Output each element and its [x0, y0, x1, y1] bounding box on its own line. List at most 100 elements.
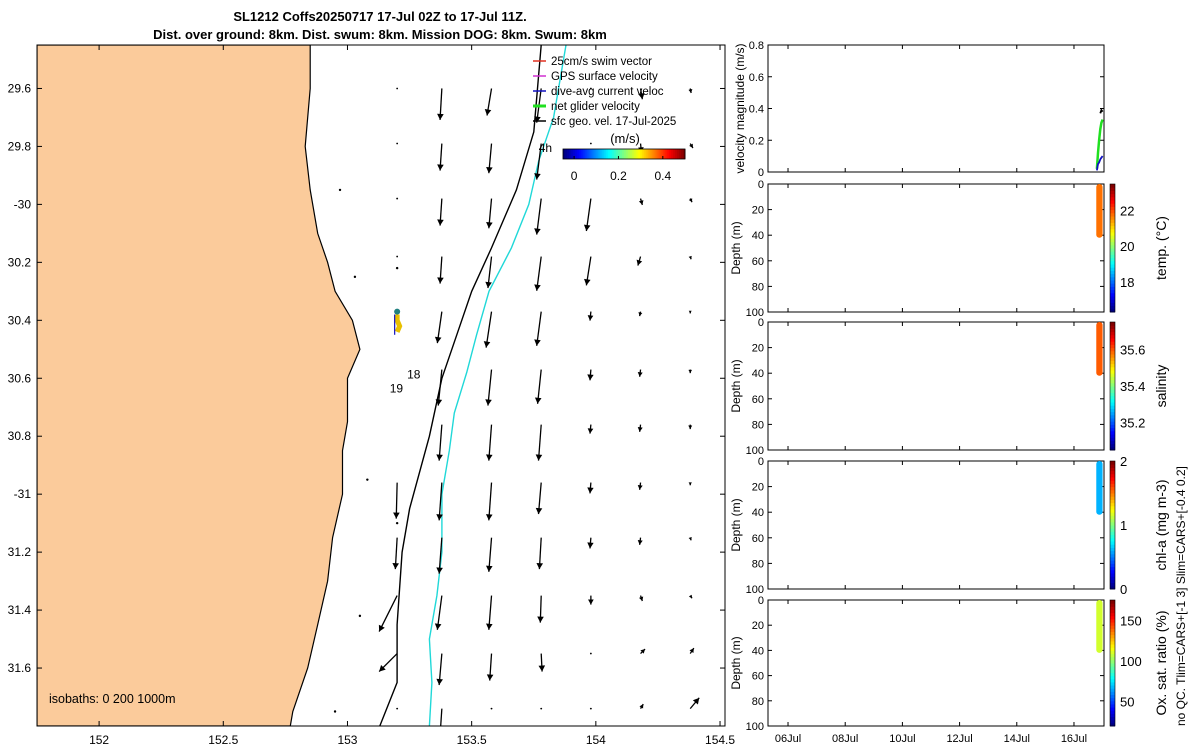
- temp-colorbar-segment: [1110, 225, 1115, 230]
- sfc-vector-head: [538, 665, 546, 672]
- sfc-vector: [395, 482, 398, 519]
- colorbar-segment: [587, 149, 590, 159]
- chla-colorbar-segment: [1110, 528, 1115, 532]
- sfc-vector-head: [637, 540, 643, 545]
- chla-y-tick-label: 60: [752, 533, 764, 545]
- temp-colorbar-segment: [1110, 280, 1115, 284]
- salinity-y-tick-label: 80: [752, 419, 764, 431]
- map-y-tick-label: 31.2: [8, 545, 32, 559]
- colorbar-segment: [567, 149, 570, 159]
- salinity-colorbar-segment: [1110, 437, 1115, 441]
- sfc-vector-head: [534, 339, 541, 346]
- temp-colorbar-tick-label: 18: [1120, 275, 1134, 290]
- chla-colorbar-segment: [1110, 486, 1115, 491]
- chla-colorbar-tick-label: 0: [1120, 582, 1127, 597]
- sfc-vector: [437, 369, 443, 406]
- temp-colorbar-segment: [1110, 206, 1115, 211]
- sfc-vector-head: [587, 315, 594, 321]
- temp-colorbar-segment: [1110, 267, 1115, 271]
- oxygen-colorbar-segment: [1110, 678, 1115, 683]
- colorbar-segment: [634, 149, 637, 159]
- map-x-tick-label: 153.5: [457, 733, 487, 747]
- chla-colorbar-segment: [1110, 473, 1115, 478]
- chla-colorbar-segment: [1110, 534, 1115, 539]
- sfc-vector-head: [379, 664, 386, 672]
- chla-y-tick-label: 80: [752, 558, 764, 570]
- isobath-200m: [379, 45, 542, 726]
- chla-colorbar-segment: [1110, 518, 1115, 523]
- sfc-vector: [440, 708, 443, 726]
- coastal-island: [338, 188, 342, 192]
- sfc-vector: [536, 198, 542, 235]
- isobath-1000m: [428, 45, 567, 726]
- glider-position-marker: [394, 308, 401, 315]
- oxygen-colorbar-segment: [1110, 628, 1115, 632]
- sfc-vector-head: [485, 454, 493, 461]
- coastal-island: [366, 478, 369, 481]
- sfc-vector-head: [587, 487, 594, 494]
- temp-colorbar-segment: [1110, 187, 1115, 191]
- temp-colorbar-segment: [1110, 193, 1115, 198]
- map-annotation-2: 19: [390, 382, 404, 396]
- oxygen-colorbar-segment: [1110, 691, 1115, 695]
- sfc-vector-head: [535, 507, 543, 515]
- sfc-vector-head: [688, 369, 693, 374]
- sfc-vector-head: [537, 616, 544, 623]
- chla-colorbar-segment: [1110, 553, 1115, 558]
- map-legend: 25cm/s swim vector GPS surface velocity di…: [533, 56, 676, 128]
- sfc-vector-head: [436, 567, 443, 574]
- oxygen-colorbar-label: Ox. sat. ratio (%): [1153, 610, 1169, 715]
- sfc-vector-head: [534, 228, 541, 235]
- colorbar-title: (m/s): [610, 131, 640, 146]
- map-colorbar: (m/s) 0 0.2 0.4: [562, 131, 686, 183]
- salinity-colorbar-segment: [1110, 398, 1115, 403]
- temp-colorbar-segment: [1110, 308, 1115, 313]
- chla-colorbar-segment: [1110, 541, 1115, 545]
- salinity-colorbar-segment: [1110, 405, 1115, 409]
- sfc-vector-head: [436, 514, 443, 521]
- sfc-vector-dot: [396, 87, 399, 90]
- sfc-vector-head: [640, 649, 646, 654]
- salinity-colorbar-segment: [1110, 350, 1115, 355]
- salinity-colorbar-segment: [1110, 389, 1115, 393]
- temp-colorbar-segment: [1110, 232, 1115, 236]
- salinity-colorbar-segment: [1110, 414, 1115, 419]
- oxygen-y-tick-label: 20: [752, 620, 764, 632]
- colorbar-segment: [658, 149, 662, 159]
- map-x-tick-label: 152: [89, 733, 109, 747]
- oxygen-colorbar-segment: [1110, 669, 1115, 673]
- colorbar-segment: [630, 149, 633, 159]
- chla-colorbar-segment: [1110, 531, 1115, 536]
- sfc-vector-head: [486, 623, 493, 630]
- oxygen-colorbar-segment: [1110, 719, 1115, 724]
- chla-profile-block: [1096, 461, 1103, 515]
- colorbar-segment: [611, 149, 615, 159]
- salinity-colorbar-frame: [1109, 321, 1116, 451]
- sfc-vector-head: [639, 704, 644, 709]
- sfc-vector-head: [688, 255, 692, 260]
- velocity-y-label: velocity magnitude (m/s): [733, 43, 747, 173]
- chla-colorbar-segment: [1110, 585, 1115, 590]
- colorbar-segment: [563, 149, 566, 159]
- temp-colorbar-label: temp. (°C): [1153, 216, 1169, 280]
- colorbar-segment: [640, 149, 643, 159]
- chla-colorbar-segment: [1110, 499, 1115, 504]
- colorbar-segment: [648, 149, 651, 159]
- salinity-colorbar-segment: [1110, 440, 1115, 445]
- oxygen-y-tick-label: 0: [758, 595, 764, 607]
- colorbar-segment: [619, 149, 623, 159]
- salinity-colorbar-segment: [1110, 331, 1115, 336]
- sfc-vector-head: [434, 623, 442, 630]
- sfc-vector-head: [485, 281, 492, 289]
- sfc-vector-head: [637, 427, 643, 432]
- temp-colorbar-segment: [1110, 299, 1115, 303]
- salinity-y-tick-label: 20: [752, 343, 764, 355]
- colorbar-segment: [579, 149, 582, 159]
- chla-axes-box: [767, 460, 1105, 590]
- salinity-colorbar-segment: [1110, 395, 1115, 400]
- velocity-y-tick-label: 0.4: [749, 104, 764, 116]
- oxygen-colorbar-segment: [1110, 634, 1115, 639]
- oxygen-colorbar-segment: [1110, 656, 1115, 661]
- sfc-vector-head: [485, 514, 493, 521]
